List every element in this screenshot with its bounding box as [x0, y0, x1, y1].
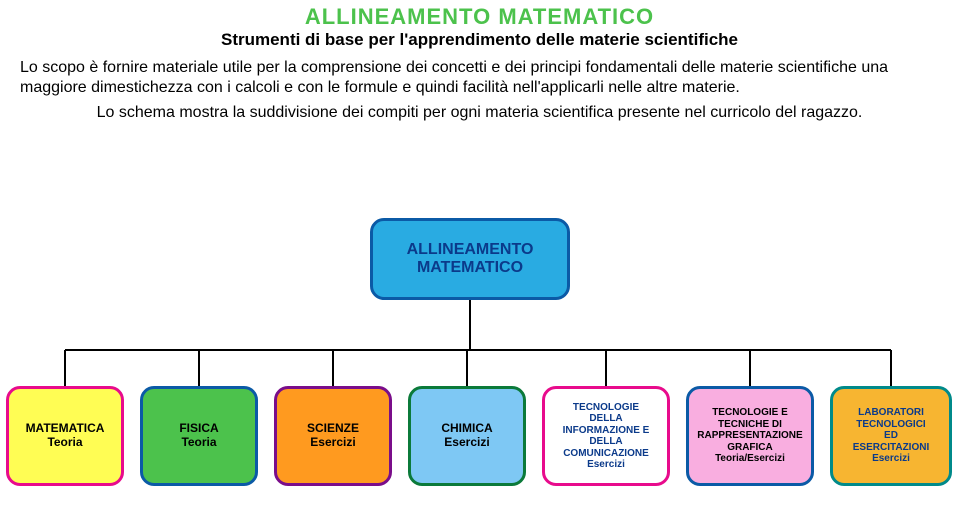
page-subtitle: Strumenti di base per l'apprendimento de…	[0, 30, 959, 50]
leaf-node-label: MATEMATICA Teoria	[26, 422, 105, 450]
intro-paragraph-2: Lo schema mostra la suddivisione dei com…	[0, 102, 959, 126]
leaf-node: TECNOLOGIE DELLA INFORMAZIONE E DELLA CO…	[542, 386, 670, 486]
leaf-node-label: FISICA Teoria	[179, 422, 218, 450]
root-node-label: ALLINEAMENTO MATEMATICO	[407, 241, 534, 277]
leaf-node: MATEMATICA Teoria	[6, 386, 124, 486]
leaf-node: SCIENZE Esercizi	[274, 386, 392, 486]
intro-paragraph-1: Lo scopo è fornire materiale utile per l…	[0, 50, 959, 102]
leaf-node-label: LABORATORI TECNOLOGICI ED ESERCITAZIONI …	[853, 407, 929, 465]
leaf-node: LABORATORI TECNOLOGICI ED ESERCITAZIONI …	[830, 386, 952, 486]
leaf-node: FISICA Teoria	[140, 386, 258, 486]
root-node: ALLINEAMENTO MATEMATICO	[370, 218, 570, 300]
leaf-node-label: TECNOLOGIE DELLA INFORMAZIONE E DELLA CO…	[563, 402, 650, 471]
leaf-node-label: CHIMICA Esercizi	[441, 422, 492, 450]
leaf-node-label: SCIENZE Esercizi	[307, 422, 359, 450]
leaf-node: TECNOLOGIE E TECNICHE DI RAPPRESENTAZION…	[686, 386, 814, 486]
leaf-node-label: TECNOLOGIE E TECNICHE DI RAPPRESENTAZION…	[697, 407, 802, 465]
page-title: ALLINEAMENTO MATEMATICO	[0, 0, 959, 30]
leaf-node: CHIMICA Esercizi	[408, 386, 526, 486]
